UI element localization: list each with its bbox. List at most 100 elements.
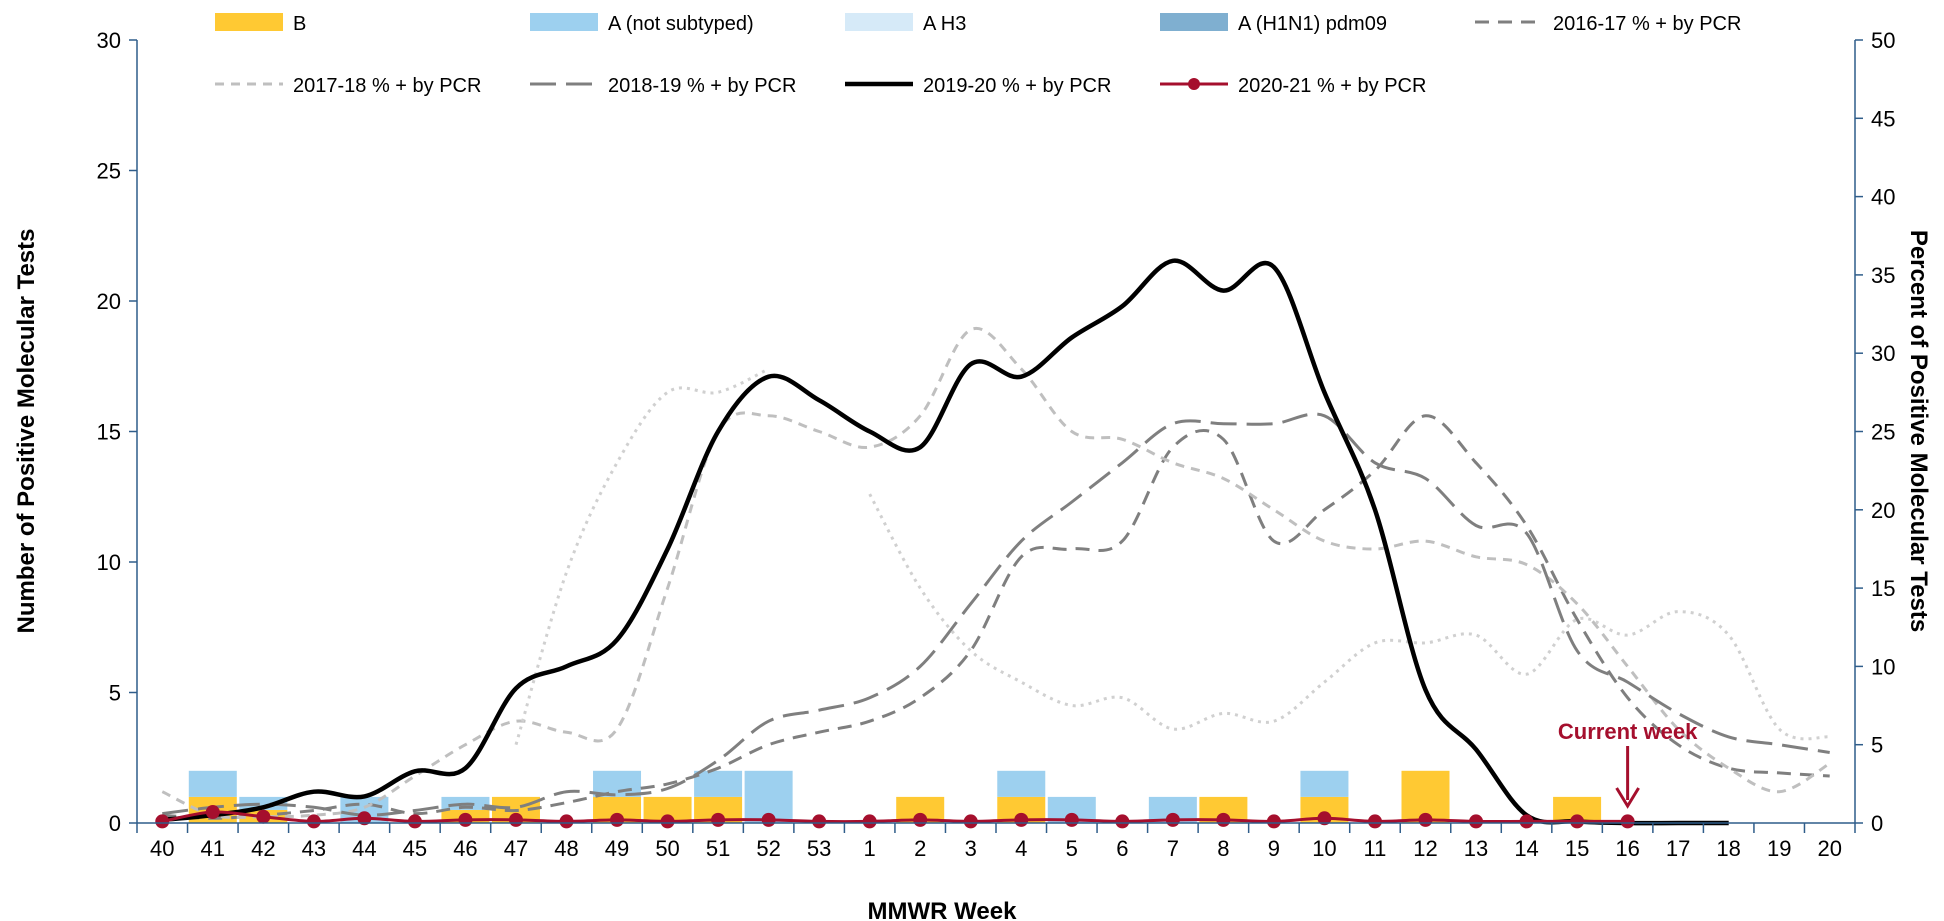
legend-label: 2017-18 % + by PCR (293, 75, 481, 97)
x-axis-tick-label: 43 (302, 836, 326, 861)
left-axis-tick-label: 0 (109, 811, 121, 836)
series-line (161, 326, 1831, 819)
left-axis-tick-label: 5 (109, 681, 121, 706)
x-axis-tick-label: 15 (1565, 836, 1589, 861)
x-axis-tick-label: 8 (1217, 836, 1229, 861)
series-marker (1115, 814, 1130, 829)
x-axis-tick-label: 2 (914, 836, 926, 861)
x-axis-tick-label: 14 (1514, 836, 1538, 861)
series-marker (1014, 812, 1029, 827)
legend-label: 2018-19 % + by PCR (608, 75, 796, 97)
x-axis-tick-label: 50 (655, 836, 679, 861)
left-axis-tick-label: 30 (97, 28, 121, 53)
x-axis-tick-label: 17 (1666, 836, 1690, 861)
x-axis-tick-label: 41 (201, 836, 225, 861)
x-axis-tick-label: 20 (1817, 836, 1841, 861)
x-axis-tick-label: 44 (352, 836, 376, 861)
x-axis-tick-label: 18 (1716, 836, 1740, 861)
series-marker (1266, 814, 1281, 829)
y-axis-title-right: Percent of Positive Molecular Tests (1905, 230, 1932, 632)
x-axis-tick-label: 3 (965, 836, 977, 861)
series-marker (761, 812, 776, 827)
series-line (868, 493, 1830, 741)
series-marker (458, 812, 473, 827)
right-axis-tick-label: 50 (1871, 28, 1895, 53)
legend-swatch (845, 13, 913, 31)
x-axis-tick-label: 52 (756, 836, 780, 861)
x-axis-tick-label: 6 (1116, 836, 1128, 861)
legend-label: A (H1N1) pdm09 (1238, 13, 1387, 35)
x-axis-tick-label: 53 (807, 836, 831, 861)
series-marker (711, 812, 726, 827)
series-marker (205, 805, 220, 820)
legend-label: 2019-20 % + by PCR (923, 75, 1111, 97)
series-line (162, 412, 1830, 817)
series-marker (1519, 814, 1534, 829)
legend-label: A (not subtyped) (608, 13, 754, 35)
series-marker (559, 814, 574, 829)
current-week-label: Current week (1558, 719, 1698, 744)
legend-swatch (530, 13, 598, 31)
series-marker (306, 814, 321, 829)
x-axis-tick-label: 13 (1464, 836, 1488, 861)
x-axis-tick-label: 10 (1312, 836, 1336, 861)
series-line (514, 367, 770, 746)
x-axis-tick-label: 19 (1767, 836, 1791, 861)
right-axis-tick-label: 25 (1871, 420, 1895, 445)
left-axis-tick-label: 25 (97, 159, 121, 184)
legend-label: A H3 (923, 13, 966, 35)
axes-layer (136, 40, 1856, 824)
bar-segment (188, 770, 237, 797)
x-axis-tick-label: 51 (706, 836, 730, 861)
x-axis-tick-label: 42 (251, 836, 275, 861)
series-marker (1469, 814, 1484, 829)
x-axis-tick-label: 47 (504, 836, 528, 861)
series-line (162, 258, 1729, 826)
x-axis-tick-label: 1 (864, 836, 876, 861)
series-marker (1064, 812, 1079, 827)
bar-segment (239, 796, 288, 810)
bar-segment (997, 770, 1046, 797)
series-marker (812, 814, 827, 829)
y-axis-title-left: Number of Positive Molecular Tests (13, 229, 40, 634)
series-marker (155, 814, 170, 829)
right-axis-tick-label: 40 (1871, 185, 1895, 210)
right-axis-tick-label: 30 (1871, 341, 1895, 366)
series-marker (1418, 812, 1433, 827)
legend-label: 2016-17 % + by PCR (1553, 13, 1741, 35)
series-marker (610, 812, 625, 827)
right-axis-tick-label: 45 (1871, 106, 1895, 131)
series-marker (963, 814, 978, 829)
left-axis-tick-label: 10 (97, 550, 121, 575)
legend-marker (1188, 78, 1200, 90)
right-axis-tick-label: 20 (1871, 498, 1895, 523)
series-marker (1216, 812, 1231, 827)
right-axis-tick-label: 0 (1871, 811, 1883, 836)
series-marker (1367, 814, 1382, 829)
right-axis-tick-label: 10 (1871, 654, 1895, 679)
x-axis-tick-label: 12 (1413, 836, 1437, 861)
series-marker (660, 814, 675, 829)
series-marker (1620, 814, 1635, 829)
series-line (162, 414, 1830, 820)
x-axis-tick-label: 7 (1167, 836, 1179, 861)
x-axis-tick-label: 40 (150, 836, 174, 861)
series-marker (1317, 811, 1332, 826)
x-axis-tick-label: 45 (403, 836, 427, 861)
legend-label: 2020-21 % + by PCR (1238, 75, 1426, 97)
legend-label: B (293, 13, 306, 35)
series-marker (256, 809, 271, 824)
series-marker (913, 812, 928, 827)
legend-swatch (1160, 13, 1228, 31)
x-axis-tick-label: 9 (1268, 836, 1280, 861)
series-marker (508, 812, 523, 827)
series-marker (1165, 812, 1180, 827)
left-axis-tick-label: 20 (97, 289, 121, 314)
right-axis-tick-label: 5 (1871, 733, 1883, 758)
x-axis-title: MMWR Week (868, 898, 1018, 921)
bar-segment (1300, 770, 1349, 797)
x-axis-tick-label: 4 (1015, 836, 1027, 861)
left-axis-tick-label: 15 (97, 420, 121, 445)
